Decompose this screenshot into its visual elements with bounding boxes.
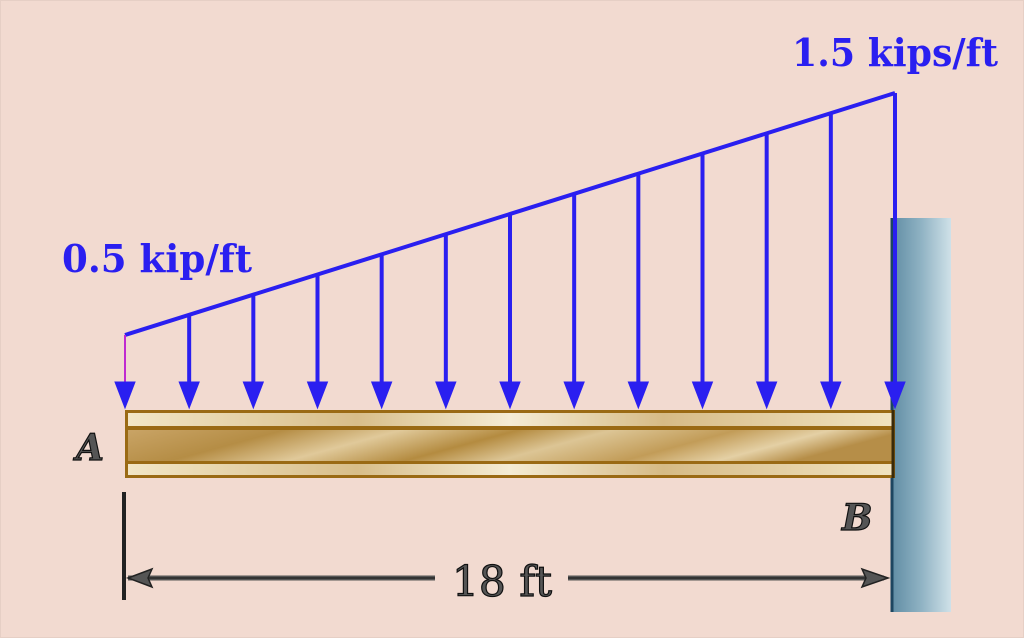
dimension-arrow-right-icon xyxy=(860,567,891,589)
load-arrow-head-icon xyxy=(435,381,457,410)
load-arrow-head-icon xyxy=(627,381,650,410)
load-arrow-head-icon xyxy=(178,381,200,410)
load-arrows xyxy=(114,93,906,410)
fixed-wall-support xyxy=(890,218,951,612)
load-arrow-head-icon xyxy=(884,381,906,410)
left-load-label: 0.5 kip/ft xyxy=(62,236,252,281)
load-arrow-head-icon xyxy=(242,381,265,410)
point-a-label: A xyxy=(73,427,104,469)
load-arrow-head-icon xyxy=(691,381,714,410)
length-dimension: 18 ft xyxy=(122,492,891,607)
right-load-label: 1.5 kips/ft xyxy=(792,30,998,75)
load-arrow-head-icon xyxy=(499,381,521,410)
load-arrow-head-icon xyxy=(755,381,778,410)
load-arrow-head-icon xyxy=(370,381,393,410)
load-arrow-head-icon xyxy=(820,381,842,410)
load-arrow-head-icon xyxy=(114,381,136,410)
load-arrow-head-icon xyxy=(563,381,585,410)
dimension-arrow-left-icon xyxy=(125,567,154,589)
distributed-load xyxy=(114,91,906,410)
beam xyxy=(125,410,895,478)
length-label: 18 ft xyxy=(452,557,552,606)
point-b-label: B xyxy=(841,497,872,539)
load-arrow-head-icon xyxy=(306,381,329,410)
